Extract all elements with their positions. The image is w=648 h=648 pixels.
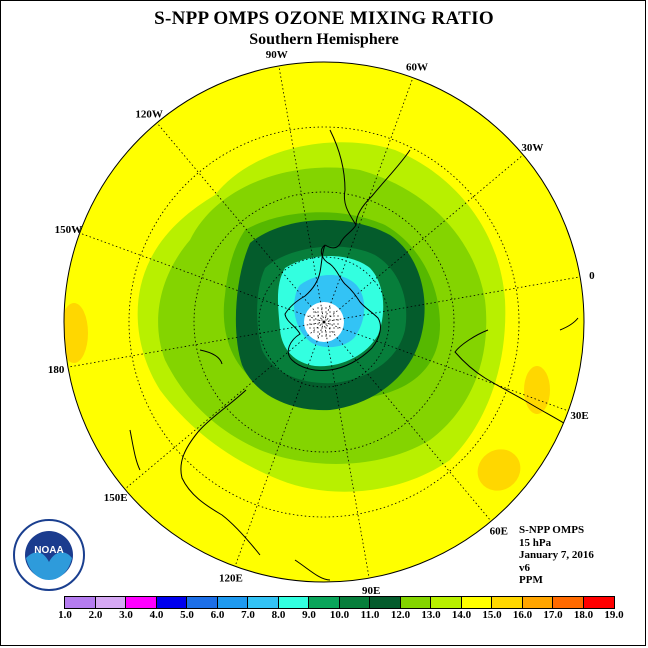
map-subtitle: Southern Hemisphere: [249, 31, 399, 48]
coast-africa: [454, 329, 576, 431]
meridian-line: [234, 321, 325, 567]
graticule: [67, 65, 581, 579]
meridian-line: [323, 276, 581, 323]
coastlines: [129, 129, 579, 581]
meridian-line: [323, 321, 492, 522]
colorbar-segment: [217, 597, 248, 608]
colorbar-segment: [126, 597, 157, 608]
coast-tasmania: [129, 429, 141, 471]
longitude-label: 120E: [219, 573, 243, 585]
colorbar-tick-label: 3.0: [119, 609, 133, 621]
colorbar-segment: [461, 597, 492, 608]
colorbar: [64, 596, 615, 609]
colorbar-tick-label: 9.0: [302, 609, 316, 621]
map-title: S-NPP OMPS OZONE MIXING RATIO: [154, 8, 494, 29]
colorbar-segment: [187, 597, 218, 608]
contour-15-southeast: [477, 449, 521, 491]
colorbar-tick-label: 11.0: [360, 609, 380, 621]
longitude-label: 150E: [104, 492, 128, 504]
colorbar-tick-label: 7.0: [241, 609, 255, 621]
colorbar-tick-label: 1.0: [58, 609, 72, 621]
colorbar-tick-label: 16.0: [512, 609, 533, 621]
colorbar-segment: [278, 597, 309, 608]
colorbar-tick-label: 12.0: [390, 609, 411, 621]
coast-new-zealand: [199, 349, 223, 365]
longitude-label: 60E: [490, 525, 508, 537]
coast-australia: [180, 389, 261, 556]
colorbar-tick-label: 5.0: [180, 609, 194, 621]
coast-africa-tip: [559, 317, 579, 331]
noaa-logo: NOAA: [13, 519, 85, 591]
longitude-label: 120W: [135, 109, 163, 121]
colorbar-segment: [248, 597, 279, 608]
colorbar-ticks: 1.0 2.0 3.0 4.0 5.0 6.0 7.0 8.0 9.0 10.0 11.0 12.0 1…: [0, 609, 648, 623]
contour-15-east: [524, 366, 550, 414]
colorbar-segment: [370, 597, 401, 608]
colorbar-tick-label: 8.0: [271, 609, 286, 621]
colorbar-tick-label: 15.0: [482, 609, 502, 621]
map-boundary: [63, 61, 585, 583]
meridian-line: [323, 154, 524, 323]
colorbar-segment: [400, 597, 431, 608]
coast-southeast: [294, 559, 331, 581]
longitude-label: 90E: [362, 585, 380, 597]
longitude-label: 60W: [406, 61, 428, 73]
colorbar-tick-label: 18.0: [573, 609, 594, 621]
meridian-line: [323, 77, 414, 323]
colorbar-tick-label: 2.0: [88, 609, 103, 621]
info-version: v6: [519, 561, 530, 574]
colorbar-tick-label: 4.0: [149, 609, 164, 621]
meridian-line: [323, 321, 370, 579]
meridian-line: [67, 321, 325, 368]
meridian-line: [323, 321, 569, 412]
info-level: 15 hPa: [519, 536, 552, 549]
lat-circle-2: [193, 191, 455, 453]
colorbar-segment: [309, 597, 340, 608]
info-units: PPM: [519, 574, 543, 586]
longitude-label: 90W: [266, 49, 288, 61]
colorbar-tick-label: 14.0: [451, 609, 472, 621]
info-date: January 7, 2016: [519, 549, 594, 561]
coast-antarctica: [284, 244, 381, 371]
colorbar-segment: [95, 597, 126, 608]
colorbar-segment: [583, 597, 614, 608]
colorbar-tick-label: 10.0: [329, 609, 350, 621]
lat-circle-1: [258, 256, 390, 388]
longitude-label: 180: [48, 364, 65, 376]
longitude-label: 30W: [521, 142, 543, 154]
longitude-label: 150W: [55, 224, 83, 236]
meridian-line: [79, 232, 325, 323]
colorbar-segment: [339, 597, 370, 608]
meridian-line: [278, 65, 325, 323]
lat-circle-3: [128, 126, 520, 518]
longitude-label: 0: [589, 270, 595, 282]
colorbar-segment: [156, 597, 187, 608]
colorbar-tick-label: 19.0: [604, 609, 624, 621]
colorbar-segment: [492, 597, 523, 608]
meridian-line: [156, 122, 325, 323]
longitude-labels: 90W 60W 30W 0 30E 60E 90E 120E 150E 180 150W 120W: [48, 49, 595, 597]
colorbar-tick-label: 17.0: [543, 609, 563, 621]
colorbar-segment: [553, 597, 584, 608]
colorbar-tick-label: 6.0: [210, 609, 225, 621]
info-instrument: S-NPP OMPS: [519, 524, 585, 536]
meridian-line: [124, 321, 325, 490]
contour-15-west: [64, 303, 88, 363]
coast-south-america-east: [355, 149, 411, 226]
colorbar-tick-label: 13.0: [421, 609, 441, 621]
colorbar-segment: [522, 597, 553, 608]
noaa-logo-text: NOAA: [34, 545, 63, 556]
longitude-label: 30E: [570, 410, 588, 422]
colorbar-segment: [431, 597, 462, 608]
colorbar-segment: [65, 597, 96, 608]
info-block: S-NPP OMPS 15 hPa January 7, 2016 v6 PPM: [519, 524, 594, 587]
